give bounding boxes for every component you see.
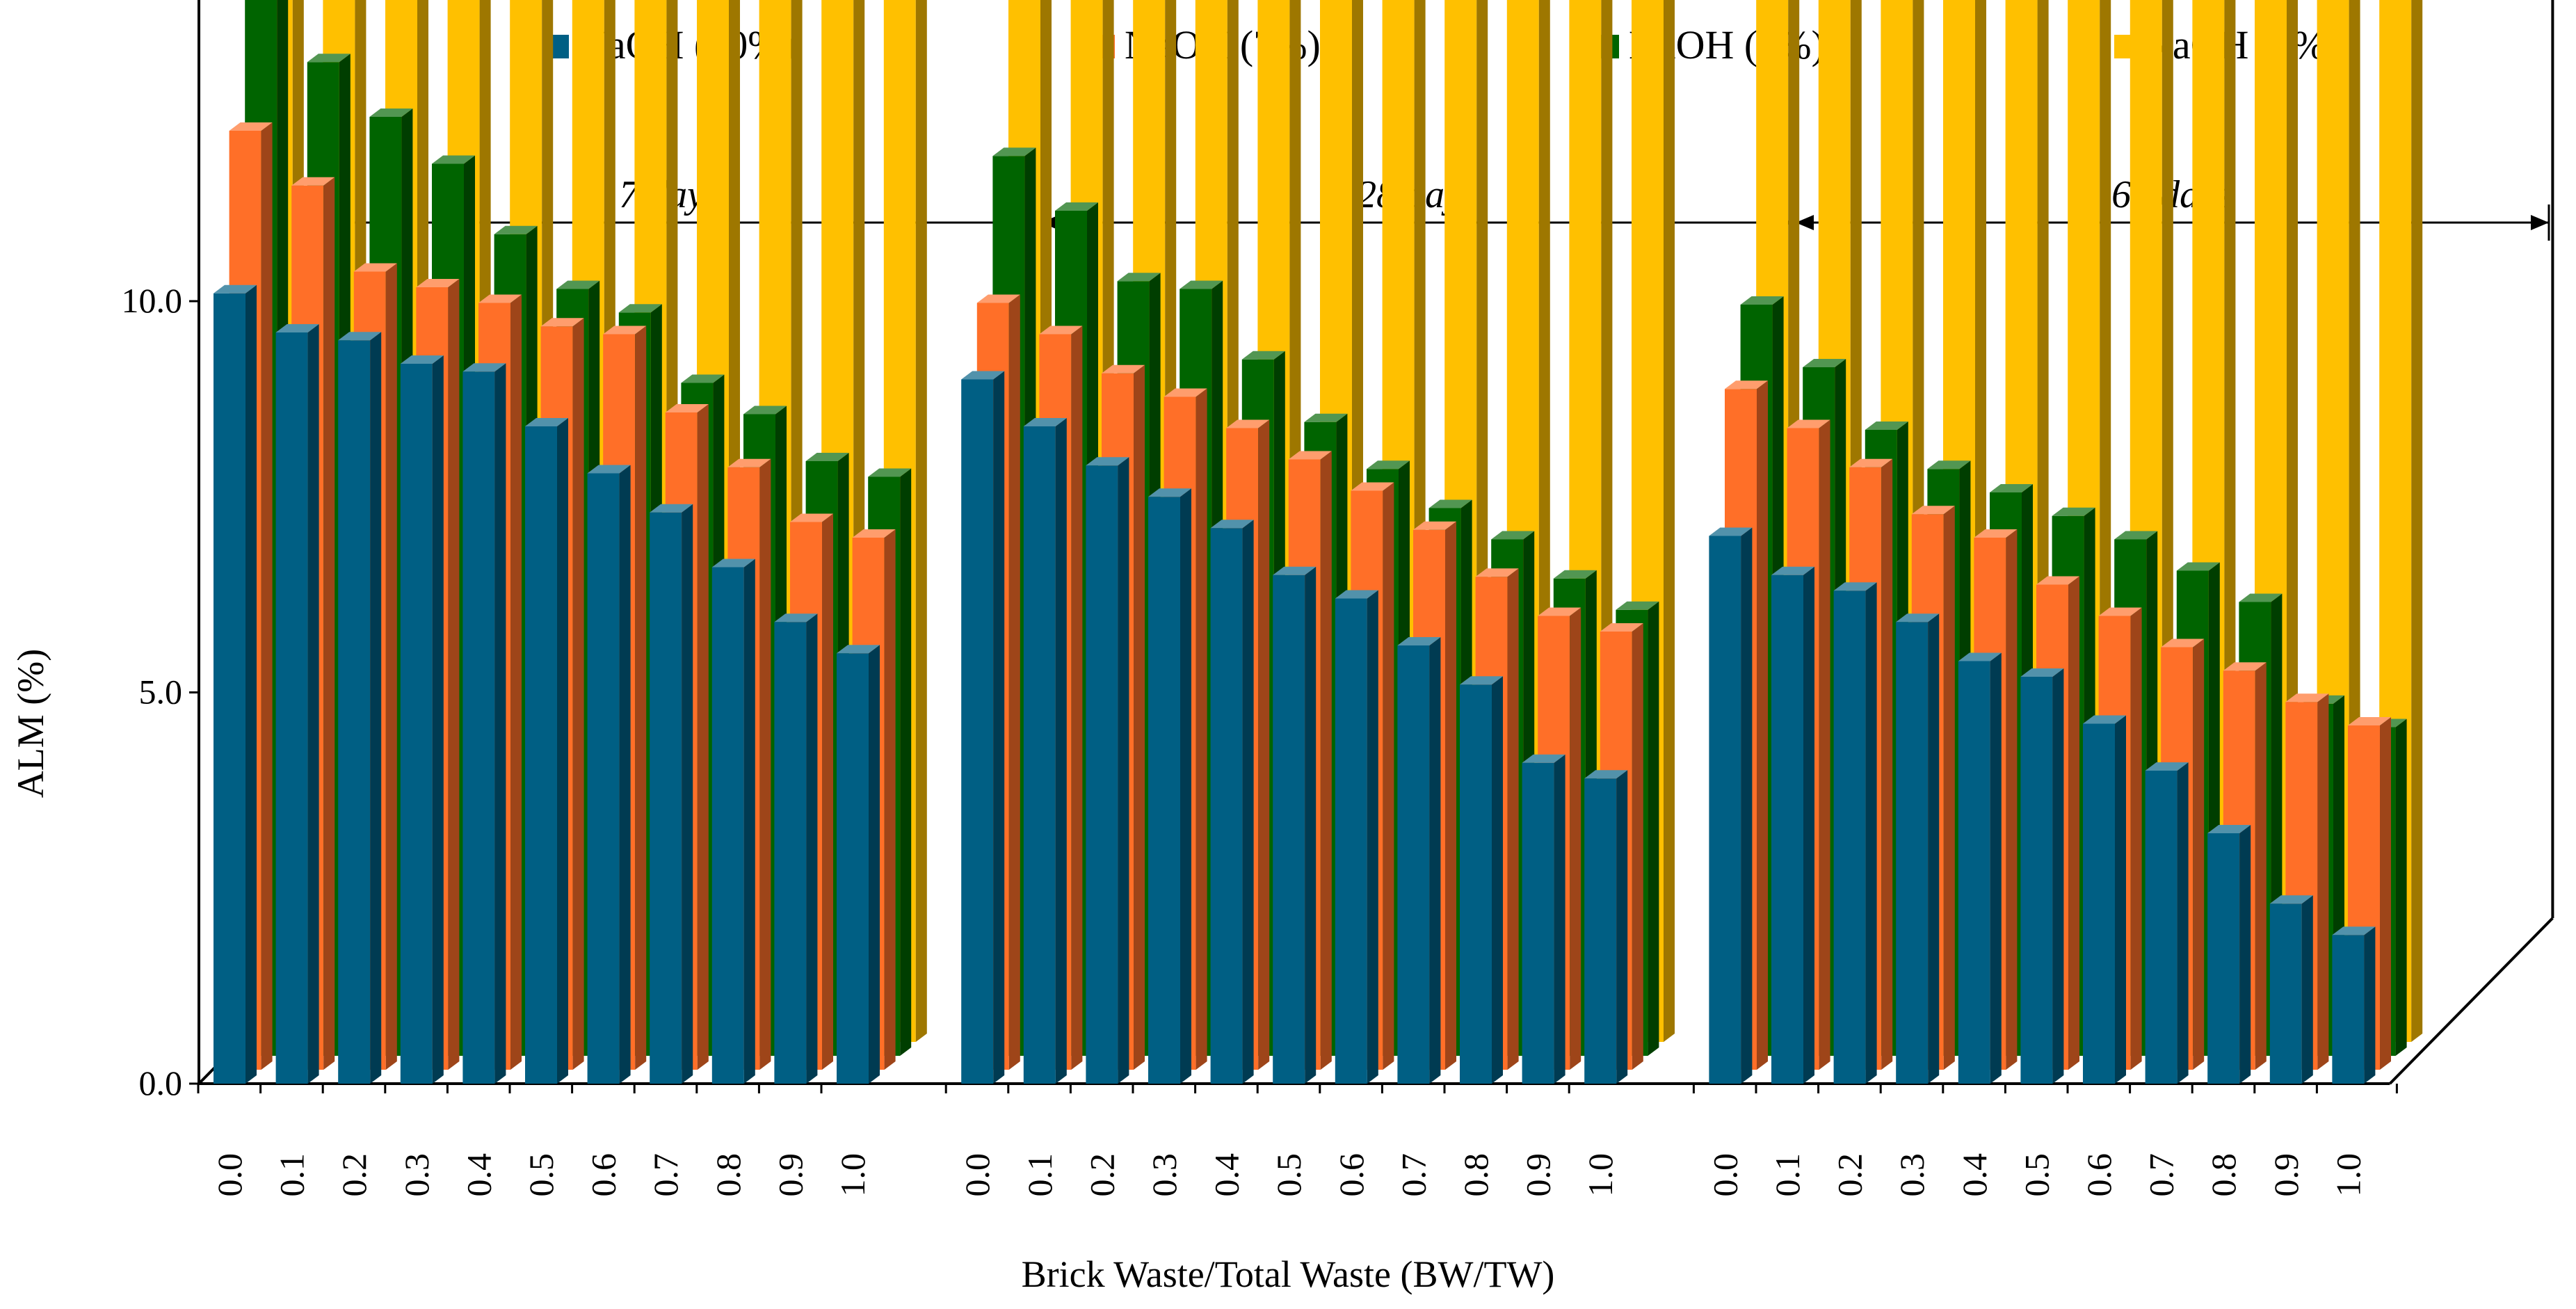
x-tick-label: 0.4 <box>1207 1153 1246 1197</box>
bar <box>1709 527 1753 1084</box>
bar <box>1896 613 1940 1084</box>
bar <box>2145 762 2189 1084</box>
x-tick-label: 0.2 <box>1082 1153 1121 1197</box>
x-tick-label: 0.4 <box>1955 1153 1994 1197</box>
bar <box>837 645 880 1084</box>
x-tick-label: 0.8 <box>709 1153 748 1197</box>
x-tick-label: 0.2 <box>335 1153 373 1197</box>
legend-item: NaOH (0%) <box>2114 22 2340 67</box>
bar <box>1210 520 1254 1084</box>
bar <box>1958 652 2002 1084</box>
x-tick-label: 0.5 <box>2017 1153 2056 1197</box>
x-tick-label: 0.2 <box>1830 1153 1869 1197</box>
x-tick-label: 0.8 <box>1456 1153 1495 1197</box>
x-tick-label: 0.6 <box>2079 1153 2118 1197</box>
bar <box>1771 566 1814 1084</box>
bar <box>961 371 1005 1084</box>
bar <box>462 363 506 1084</box>
x-tick-label: 0.7 <box>2142 1153 2181 1197</box>
bar <box>711 559 755 1084</box>
x-tick-label: 0.0 <box>1705 1153 1744 1197</box>
x-tick-label: 1.0 <box>833 1153 872 1197</box>
bar <box>650 504 693 1084</box>
x-tick-label: 0.4 <box>459 1153 498 1197</box>
x-tick-label: 0.7 <box>1394 1153 1433 1197</box>
bar <box>1584 770 1628 1084</box>
bar <box>1397 637 1441 1084</box>
x-tick-label: 0.1 <box>273 1153 312 1197</box>
x-tick-label: 0.7 <box>646 1153 685 1197</box>
x-tick-label: 0.9 <box>1519 1153 1558 1197</box>
bar <box>2020 668 2064 1084</box>
bar <box>774 613 818 1084</box>
bar <box>1833 582 1877 1084</box>
x-tick-label: 0.3 <box>1892 1153 1931 1197</box>
x-tick-label: 0.6 <box>584 1153 623 1197</box>
x-tick-label: 0.5 <box>522 1153 561 1197</box>
bar <box>1522 754 1565 1084</box>
bar <box>1273 566 1317 1084</box>
x-tick-label: 0.0 <box>958 1153 997 1197</box>
bar <box>2269 895 2313 1084</box>
x-axis-title: Brick Waste/Total Waste (BW/TW) <box>1022 1253 1555 1295</box>
bars: 422242255223332222223333323233432 <box>214 0 2423 1084</box>
y-axis: 0.05.010.015.020.025.030.035.0 <box>122 281 199 1102</box>
y-axis-title: ALM (%) <box>10 649 51 798</box>
bar <box>2207 825 2251 1084</box>
bar <box>525 418 568 1084</box>
x-tick-label: 1.0 <box>1581 1153 1620 1197</box>
bar <box>2083 715 2126 1084</box>
bar <box>1335 590 1378 1084</box>
legend-label: NaOH (0%) <box>2143 22 2340 67</box>
x-tick-label: 0.0 <box>210 1153 249 1197</box>
x-tick-label: 0.3 <box>397 1153 436 1197</box>
x-tick-label: 0.1 <box>1020 1153 1059 1197</box>
bar <box>1023 418 1067 1084</box>
series-1 <box>214 284 2376 1084</box>
bar <box>275 324 319 1084</box>
y-tick-label: 0.0 <box>139 1063 183 1102</box>
bar <box>338 332 382 1084</box>
bar <box>1460 676 1503 1084</box>
bar <box>214 284 257 1084</box>
bar <box>400 355 444 1084</box>
y-tick-label: 10.0 <box>122 281 183 320</box>
y-tick-label: 5.0 <box>139 673 183 712</box>
x-tick-label: 0.3 <box>1145 1153 1184 1197</box>
x-tick-label: 0.6 <box>1332 1153 1371 1197</box>
x-axis: 0.0 0.1 0.2 0.3 0.4 0.5 0.6 0.7 0.8 0.9 1.0 0.0 0.1 0… <box>197 1084 2398 1197</box>
bar <box>1086 457 1129 1084</box>
x-tick-label: 0.9 <box>2267 1153 2305 1197</box>
bar <box>587 465 631 1084</box>
x-tick-label: 0.8 <box>2204 1153 2243 1197</box>
bar <box>2332 926 2376 1084</box>
bar <box>1148 488 1191 1084</box>
x-tick-label: 1.0 <box>2328 1153 2367 1197</box>
x-tick-label: 0.9 <box>771 1153 810 1197</box>
x-tick-label: 0.1 <box>1768 1153 1807 1197</box>
x-tick-label: 0.5 <box>1269 1153 1308 1197</box>
